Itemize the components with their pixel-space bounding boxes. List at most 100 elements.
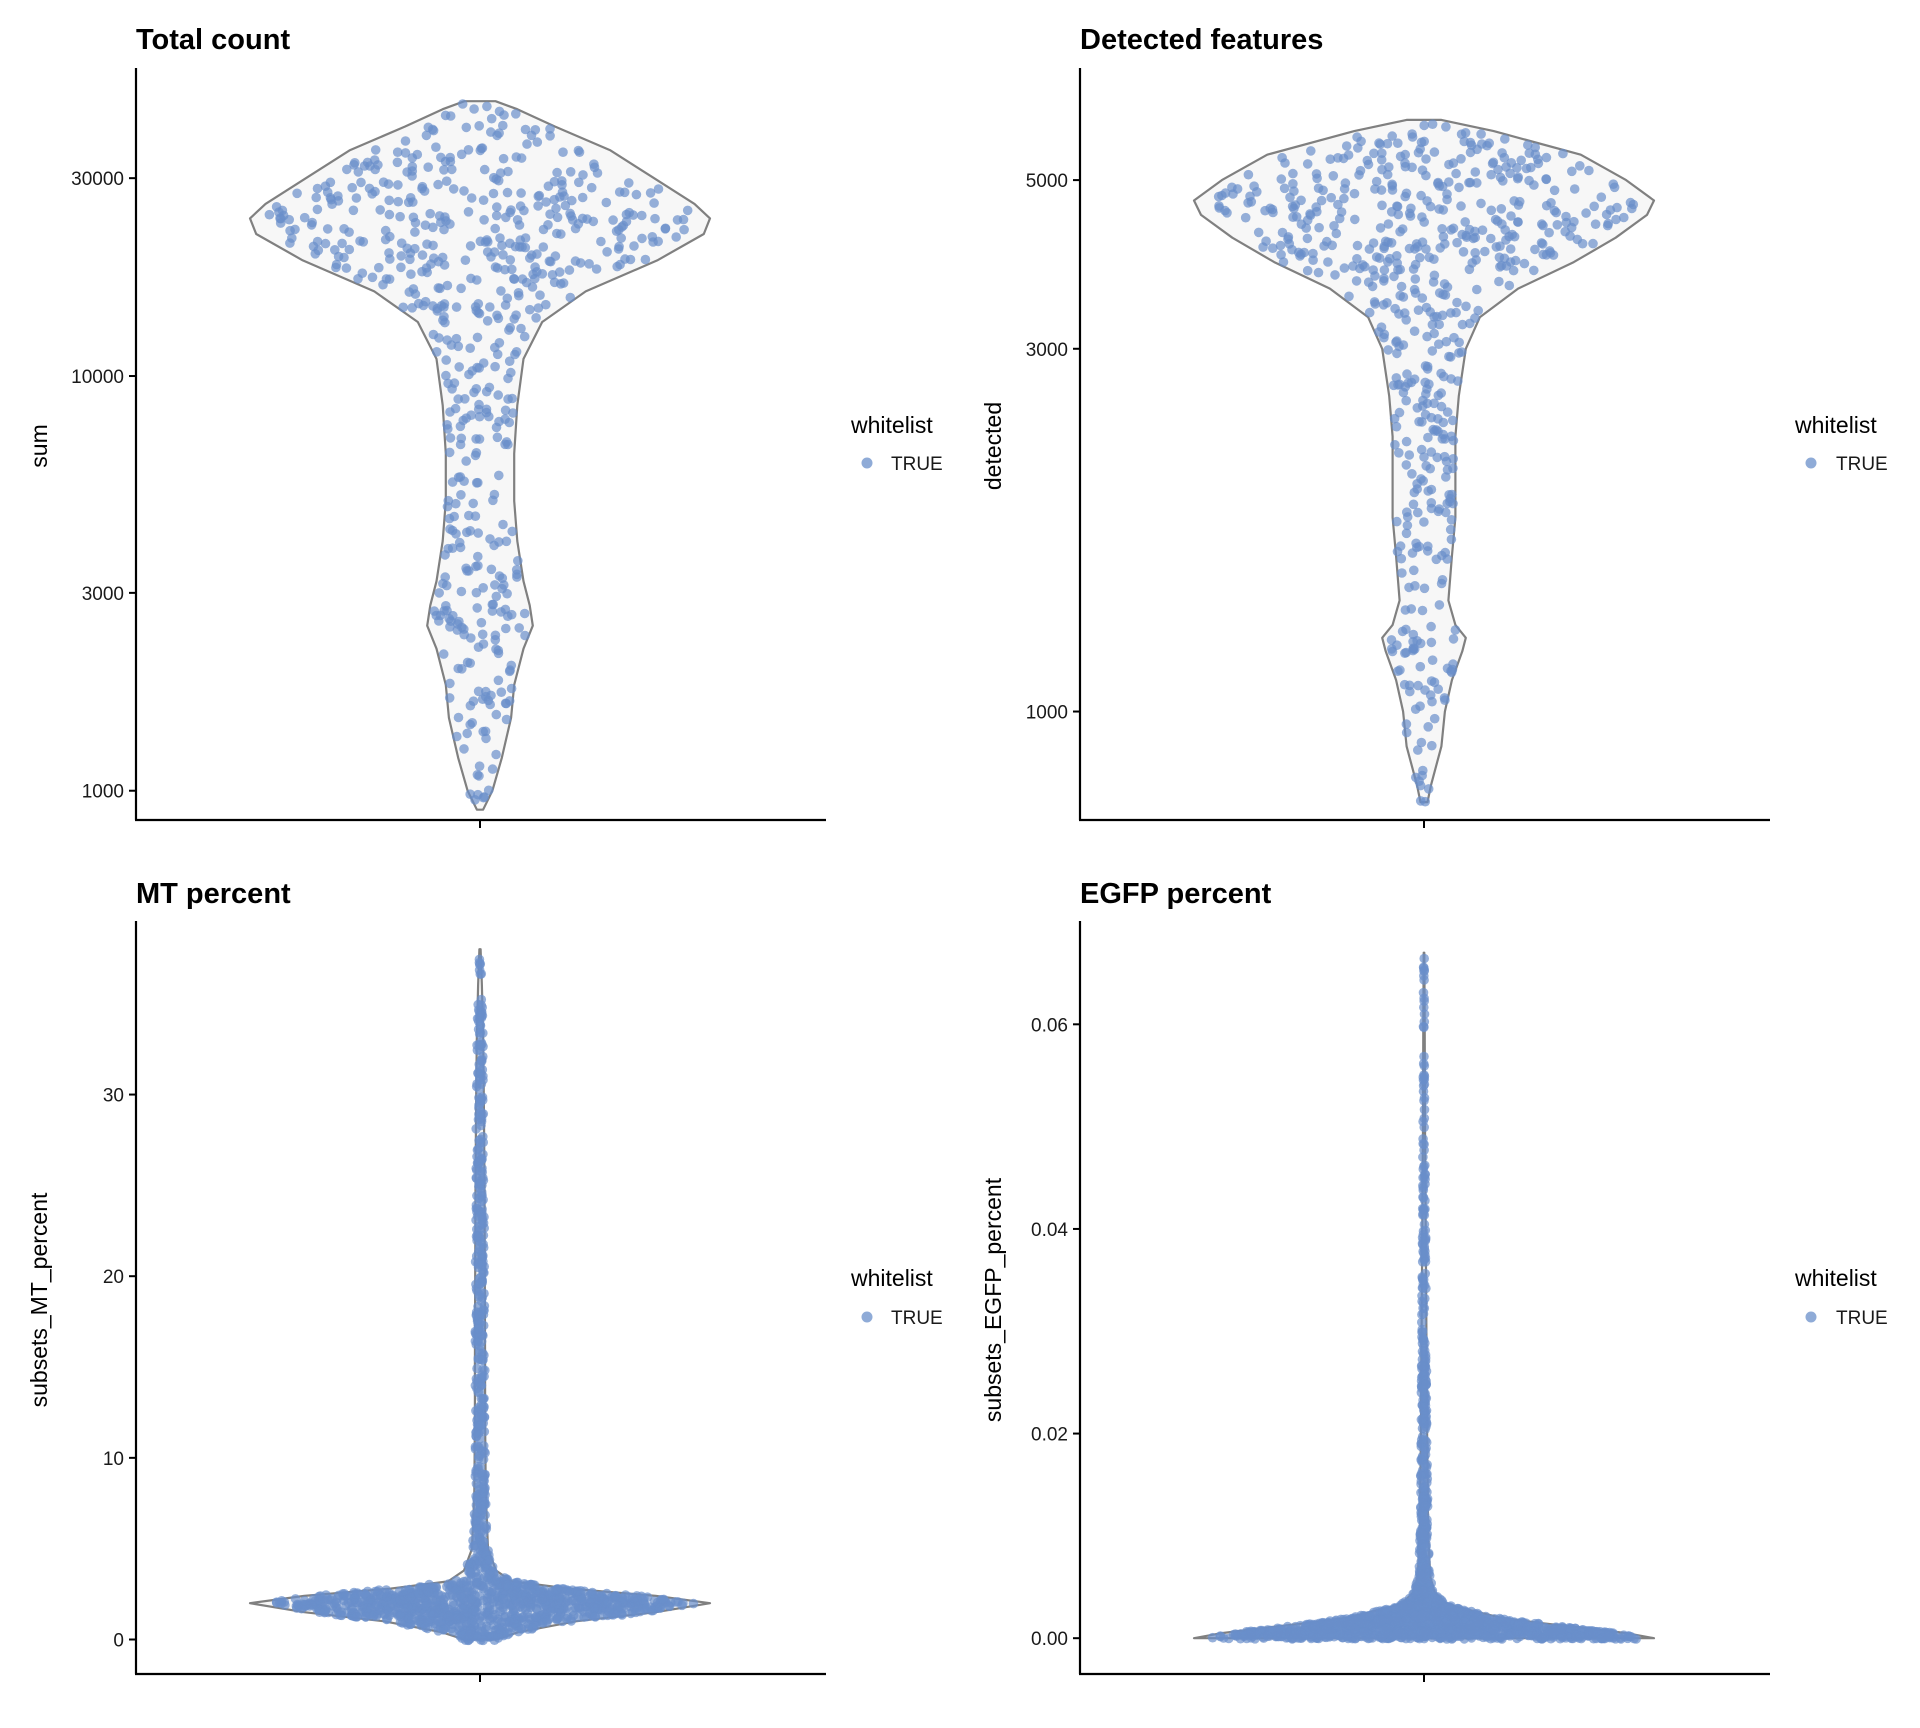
data-point (1456, 1625, 1467, 1636)
data-point (476, 617, 487, 628)
data-point (486, 564, 497, 575)
data-point (367, 272, 378, 283)
data-point (1419, 452, 1429, 462)
data-point (276, 1598, 287, 1609)
data-point (1371, 252, 1382, 262)
data-point (533, 303, 544, 313)
data-point (519, 608, 530, 619)
panel-title: Detected features (1080, 24, 1323, 56)
data-point (1333, 199, 1343, 210)
data-point (488, 495, 498, 506)
data-point (1401, 315, 1411, 325)
data-point (1529, 180, 1539, 190)
data-point (1268, 243, 1278, 253)
data-point (511, 310, 521, 321)
data-point (454, 616, 464, 627)
data-point (1419, 1515, 1429, 1526)
data-point (460, 394, 470, 404)
data-point (554, 267, 565, 277)
data-point (1335, 1630, 1345, 1640)
data-point (396, 262, 406, 273)
data-point (561, 1603, 572, 1613)
data-point (335, 1610, 346, 1620)
data-point (672, 215, 683, 225)
data-point (423, 122, 434, 133)
data-point (504, 696, 515, 706)
data-point (504, 417, 515, 428)
data-point (474, 434, 485, 444)
data-point (477, 1411, 488, 1421)
data-point (473, 528, 484, 538)
data-point (433, 283, 444, 293)
data-point (477, 1054, 487, 1065)
data-point (1442, 407, 1453, 417)
data-point (541, 299, 551, 310)
data-point (476, 1155, 487, 1166)
data-point (1407, 162, 1417, 173)
data-point (471, 1203, 482, 1214)
data-point (299, 212, 310, 223)
data-point (464, 510, 474, 521)
data-point (403, 1585, 414, 1596)
data-point (1392, 516, 1402, 527)
data-point (420, 1622, 431, 1633)
data-point (1393, 265, 1403, 275)
data-point (331, 259, 342, 270)
data-point (495, 1606, 505, 1617)
data-point (1327, 240, 1337, 251)
data-point (471, 1572, 482, 1583)
data-point (1408, 1620, 1418, 1631)
data-point (491, 210, 502, 221)
data-point (477, 629, 488, 640)
data-point (456, 433, 467, 444)
data-point (1512, 173, 1523, 184)
data-point (478, 1364, 488, 1375)
data-point (1240, 212, 1251, 223)
legend: whitelist TRUE (1794, 1265, 1888, 1329)
data-point (475, 1075, 485, 1085)
data-point (1442, 554, 1453, 564)
data-point (434, 588, 445, 598)
data-point (351, 193, 362, 203)
data-point (308, 241, 319, 252)
data-point (1296, 1628, 1307, 1638)
data-point (475, 1063, 485, 1073)
data-point (1608, 179, 1619, 189)
data-point (1365, 1633, 1375, 1643)
data-point (476, 1187, 487, 1197)
data-point (1536, 238, 1547, 248)
data-point (400, 136, 411, 146)
data-point (527, 282, 538, 292)
data-point (1434, 319, 1444, 330)
data-point (459, 1604, 469, 1614)
data-point (1359, 1627, 1369, 1637)
data-point (1413, 680, 1423, 691)
data-point (264, 209, 275, 220)
data-point (1328, 171, 1339, 181)
data-point (1268, 207, 1278, 218)
data-point (439, 165, 449, 175)
data-point (1302, 233, 1313, 244)
data-point (465, 700, 476, 711)
data-point (349, 1594, 360, 1604)
data-point (1459, 1606, 1470, 1617)
data-point (1505, 257, 1516, 267)
data-point (1565, 231, 1575, 241)
data-point (530, 125, 541, 135)
data-point (1423, 784, 1434, 794)
data-point (1417, 1332, 1427, 1342)
data-point (1415, 780, 1426, 791)
data-point (315, 1595, 326, 1606)
data-point (461, 413, 472, 424)
data-point (619, 187, 630, 198)
y-tick-label: 1000 (1026, 703, 1068, 724)
data-point (506, 683, 517, 694)
data-point (1482, 1632, 1492, 1642)
data-point (1263, 1631, 1273, 1642)
data-point (505, 207, 515, 218)
data-point (559, 191, 569, 201)
data-point (497, 240, 507, 251)
data-point (370, 186, 380, 197)
data-point (500, 300, 511, 310)
data-point (1441, 122, 1451, 132)
